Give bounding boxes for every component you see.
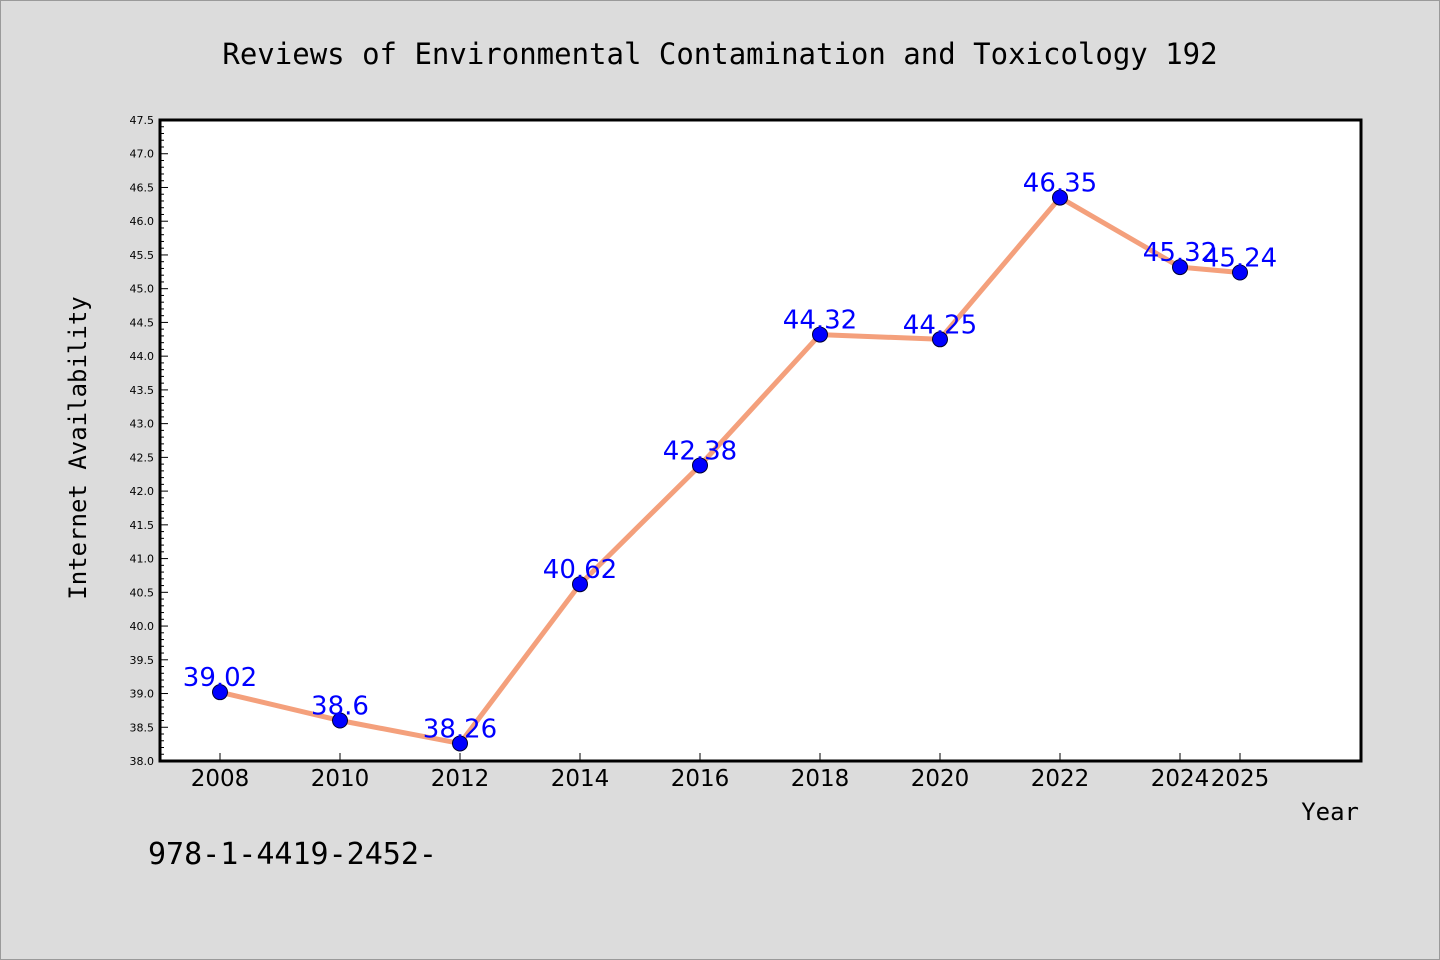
data-label: 44.32: [783, 306, 857, 336]
y-axis-tick-labels: 38.0 38.5 39.0 39.5 40.0 40.5 41.0 41.5 42.0 42.5…: [130, 114, 155, 768]
data-point: [572, 576, 588, 593]
data-point: [212, 684, 228, 701]
x-tick-label: 2020: [911, 766, 970, 792]
isbn-footnote: 978-1-4419-2452-: [148, 837, 437, 872]
y-tick-label: 38.5: [130, 721, 155, 734]
y-tick-label: 40.5: [130, 586, 155, 599]
y-tick-label: 46.5: [130, 181, 155, 194]
y-tick-label: 47.5: [130, 114, 155, 127]
data-point: [452, 735, 468, 752]
y-tick-label: 39.0: [130, 688, 155, 701]
y-tick-label: 42.0: [130, 485, 155, 498]
x-tick-label: 2024: [1151, 766, 1210, 792]
chart-title: Reviews of Environmental Contamination a…: [222, 37, 1217, 71]
y-tick-label: 44.5: [130, 316, 155, 329]
data-point: [1052, 189, 1068, 206]
data-point: [812, 326, 828, 343]
x-axis-tick-labels: 2008 2010 2012 2014 2016 2018 2020 2022 2024 2025: [191, 753, 1270, 792]
data-label: 40.62: [543, 555, 617, 585]
x-tick-label: 2018: [791, 766, 850, 792]
data-label: 46.35: [1023, 169, 1097, 199]
y-tick-label: 38.0: [130, 755, 155, 768]
x-tick-label: 2014: [551, 766, 610, 792]
y-tick-label: 45.0: [130, 283, 155, 296]
data-label: 44.25: [903, 310, 977, 340]
x-tick-label: 2008: [191, 766, 250, 792]
x-tick-label: 2016: [671, 766, 730, 792]
data-label: 42.38: [663, 436, 737, 466]
y-tick-label: 46.0: [130, 215, 155, 228]
y-tick-label: 41.5: [130, 519, 155, 532]
y-tick-label: 39.5: [130, 654, 155, 667]
y-tick-label: 47.0: [130, 148, 155, 161]
data-point: [1172, 259, 1188, 276]
data-label: 38.26: [423, 714, 497, 744]
y-tick-label: 45.5: [130, 249, 155, 262]
y-axis-ticks: [160, 119, 168, 762]
y-tick-label: 43.5: [130, 384, 155, 397]
data-point: [932, 331, 948, 348]
data-point: [1232, 264, 1248, 281]
y-tick-label: 42.5: [130, 451, 155, 464]
series-markers: [212, 189, 1248, 752]
series-line: [217, 195, 1243, 746]
data-point: [692, 457, 708, 474]
data-label: 45.32: [1143, 238, 1217, 268]
data-label: 38.6: [311, 692, 369, 722]
y-tick-label: 41.0: [130, 553, 155, 566]
y-tick-label: 44.0: [130, 350, 155, 363]
plot-area: [158, 118, 1363, 763]
y-tick-label: 43.0: [130, 418, 155, 431]
data-point: [332, 712, 348, 729]
x-tick-label: 2022: [1031, 766, 1090, 792]
x-tick-label: 2012: [431, 766, 490, 792]
data-label: 39.02: [183, 663, 257, 693]
y-tick-label: 40.0: [130, 620, 155, 633]
x-tick-label: 2025: [1211, 766, 1270, 792]
x-tick-label: 2010: [311, 766, 370, 792]
data-label: 45.24: [1203, 243, 1277, 273]
data-labels: 39.02 38.6 38.26 40.62 42.38 44.32 44.25 46.35 4…: [183, 169, 1277, 745]
x-axis-label: Year: [1301, 798, 1359, 826]
y-axis-label: Internet Availability: [64, 296, 92, 599]
